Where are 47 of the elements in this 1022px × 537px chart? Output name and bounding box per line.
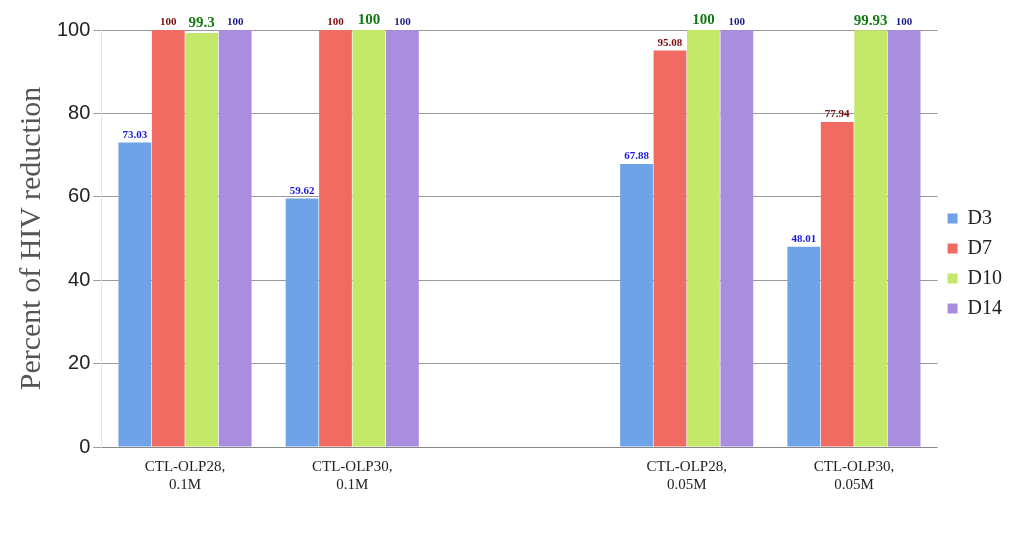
data-label: 100 [728, 15, 746, 28]
x-tick-label: CTL-OLP30, 0.1M [312, 457, 393, 492]
data-label: 100 [394, 15, 412, 28]
data-label: 95.08 [657, 35, 683, 48]
data-label: 100 [327, 15, 345, 28]
data-label: 59.62 [289, 183, 315, 196]
y-tick-label: 80 [68, 100, 91, 123]
bar [118, 142, 152, 447]
bar [319, 30, 352, 447]
bar [787, 246, 821, 447]
bar [653, 50, 687, 447]
y-tick-label: 100 [56, 17, 91, 40]
bar [386, 30, 419, 447]
data-label: 77.94 [824, 107, 851, 120]
bar [151, 30, 185, 447]
legend-label: D10 [967, 265, 1003, 288]
bar [185, 32, 219, 447]
data-label: 99.93 [853, 11, 888, 28]
y-tick-label: 0 [79, 434, 91, 457]
bar [352, 30, 386, 447]
data-label: 48.01 [791, 232, 817, 245]
y-tick-label: 40 [68, 267, 91, 290]
bar [720, 30, 754, 447]
bar [687, 30, 720, 447]
legend-label: D14 [967, 295, 1003, 318]
bar [820, 121, 854, 447]
y-axis-title: Percent of HIV reduction [12, 86, 46, 391]
x-tick-label: CTL-OLP30, 0.05M [813, 457, 895, 492]
data-label: 100 [357, 11, 381, 28]
bar [218, 30, 252, 447]
data-label: 100 [895, 15, 913, 28]
bar [854, 30, 888, 447]
data-label: 100 [160, 15, 178, 28]
bar [620, 163, 653, 447]
legend-label: D3 [967, 205, 993, 228]
x-tick-label: CTL-OLP28, 0.1M [144, 457, 226, 492]
y-tick-label: 20 [68, 351, 91, 374]
bar [285, 198, 319, 447]
data-label: 73.03 [122, 127, 148, 140]
bar [887, 30, 921, 447]
data-label: 99.3 [188, 14, 215, 31]
x-tick-label: CTL-OLP28, 0.05M [646, 457, 727, 492]
data-label: 100 [692, 11, 715, 28]
y-tick-label: 60 [68, 184, 91, 207]
legend-label: D7 [967, 235, 993, 258]
data-label: 100 [226, 15, 244, 28]
data-label: 67.88 [624, 149, 650, 162]
